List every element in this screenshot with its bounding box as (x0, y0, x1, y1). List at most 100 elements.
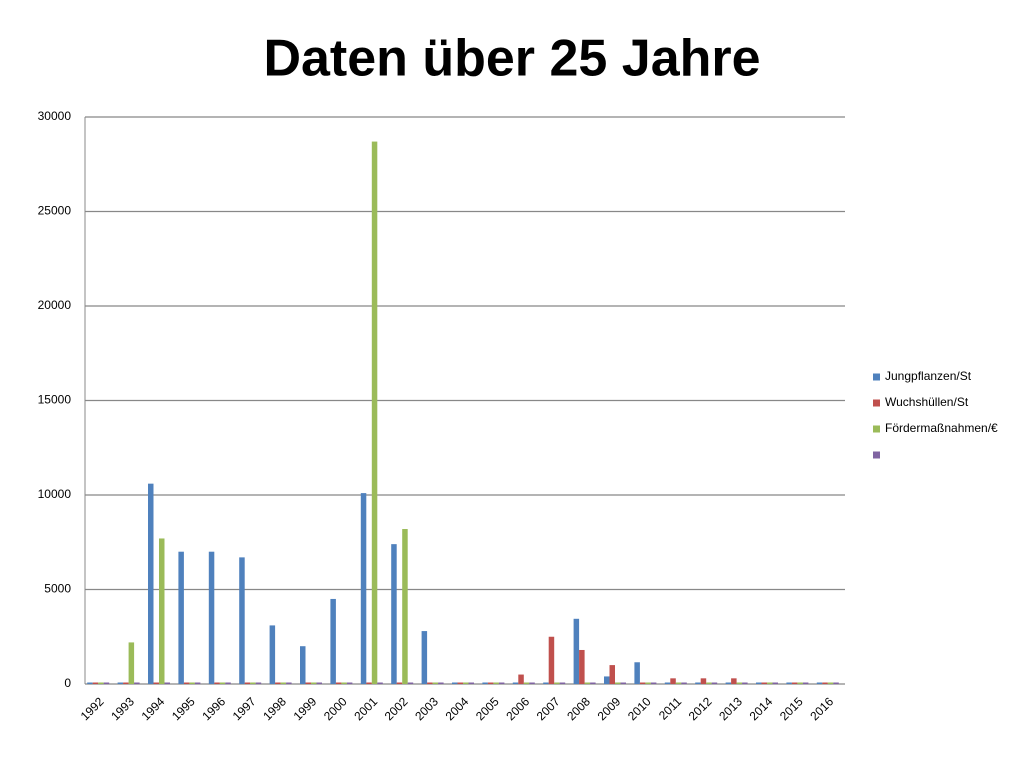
bar-face (452, 682, 458, 684)
bar-face (816, 682, 823, 684)
bar (681, 682, 687, 684)
bar-face (645, 682, 651, 684)
bar-face (736, 682, 743, 684)
bar (457, 682, 463, 684)
bar-face (305, 682, 311, 684)
bar (92, 682, 99, 684)
bar-face (543, 682, 549, 684)
bar-face (584, 682, 591, 684)
x-tick-label: 2006 (503, 694, 532, 723)
bar-face (772, 682, 778, 684)
bar (584, 682, 591, 684)
bar (579, 649, 585, 684)
x-tick-label: 1999 (291, 694, 320, 723)
bar (421, 631, 428, 684)
bar-face (786, 682, 792, 684)
bar-face (827, 682, 834, 684)
x-tick-label: 1995 (169, 694, 198, 723)
bar (767, 682, 773, 684)
bar-face (554, 682, 560, 684)
bar (286, 682, 292, 684)
bar-face (756, 682, 762, 684)
bar-face (548, 636, 555, 684)
legend-label: Wuchshüllen/St (885, 395, 969, 409)
bar (786, 682, 792, 684)
bar-face (695, 682, 701, 684)
bar (438, 682, 444, 684)
x-tick-label: 2015 (777, 694, 806, 723)
bar-face (103, 682, 110, 684)
bar-face (316, 682, 322, 684)
bar (269, 625, 276, 684)
bar (700, 678, 707, 684)
bar-face (802, 682, 809, 684)
bar (316, 682, 322, 684)
bar-face (421, 631, 428, 684)
x-tick-label: 1994 (139, 694, 168, 723)
bar (98, 682, 104, 684)
y-tick-label: 0 (64, 676, 71, 690)
bar-face (833, 682, 839, 684)
bar (529, 682, 535, 684)
x-tick-label: 2009 (595, 694, 624, 723)
bar (153, 682, 159, 684)
x-tick-label: 1993 (108, 694, 137, 723)
bar (280, 682, 287, 684)
bar-face (148, 483, 154, 684)
bar-face (615, 682, 621, 684)
bar (695, 682, 701, 684)
bar-face (300, 646, 306, 684)
bar-face (529, 682, 535, 684)
bar (543, 682, 549, 684)
bar-face (675, 682, 682, 684)
legend-label: Jungpflanzen/St (885, 369, 972, 383)
bar-face (214, 682, 220, 684)
bar (164, 682, 170, 684)
bar-face (366, 682, 372, 684)
bar-face (609, 665, 615, 684)
bar-face (767, 682, 773, 684)
bar (604, 676, 610, 684)
bar-face (117, 682, 124, 684)
bar (650, 682, 657, 684)
bar-face (670, 678, 676, 684)
bar (360, 493, 367, 684)
bar-face (360, 493, 367, 684)
bar (117, 682, 124, 684)
bar (194, 682, 201, 684)
bar (827, 682, 834, 684)
bar-face (402, 529, 408, 684)
x-tick-label: 2012 (686, 694, 715, 723)
bar-face (244, 682, 251, 684)
bar (305, 682, 311, 684)
bar-face (711, 682, 718, 684)
bar (756, 682, 762, 684)
bar (341, 682, 347, 684)
bar (670, 678, 676, 684)
bar (742, 682, 748, 684)
bar-face (275, 682, 281, 684)
bar (620, 682, 626, 684)
bar (797, 682, 803, 684)
bar-face (573, 618, 580, 684)
x-tick-label: 2010 (625, 694, 654, 723)
bar (468, 682, 474, 684)
bar-face (432, 682, 439, 684)
bar (675, 682, 682, 684)
bar (208, 551, 215, 684)
bar (123, 682, 129, 684)
bar (255, 682, 262, 684)
bar-face (391, 544, 397, 684)
x-tick-label: 2014 (747, 694, 776, 723)
bar (311, 682, 317, 684)
bar (250, 682, 256, 684)
x-tick-label: 2008 (564, 694, 593, 723)
bar-face (286, 682, 292, 684)
bar (134, 682, 140, 684)
legend-swatch (873, 451, 880, 459)
bar (512, 682, 519, 684)
bar-face (650, 682, 657, 684)
bar-face (225, 682, 231, 684)
bar-face (280, 682, 287, 684)
bar (427, 682, 433, 684)
